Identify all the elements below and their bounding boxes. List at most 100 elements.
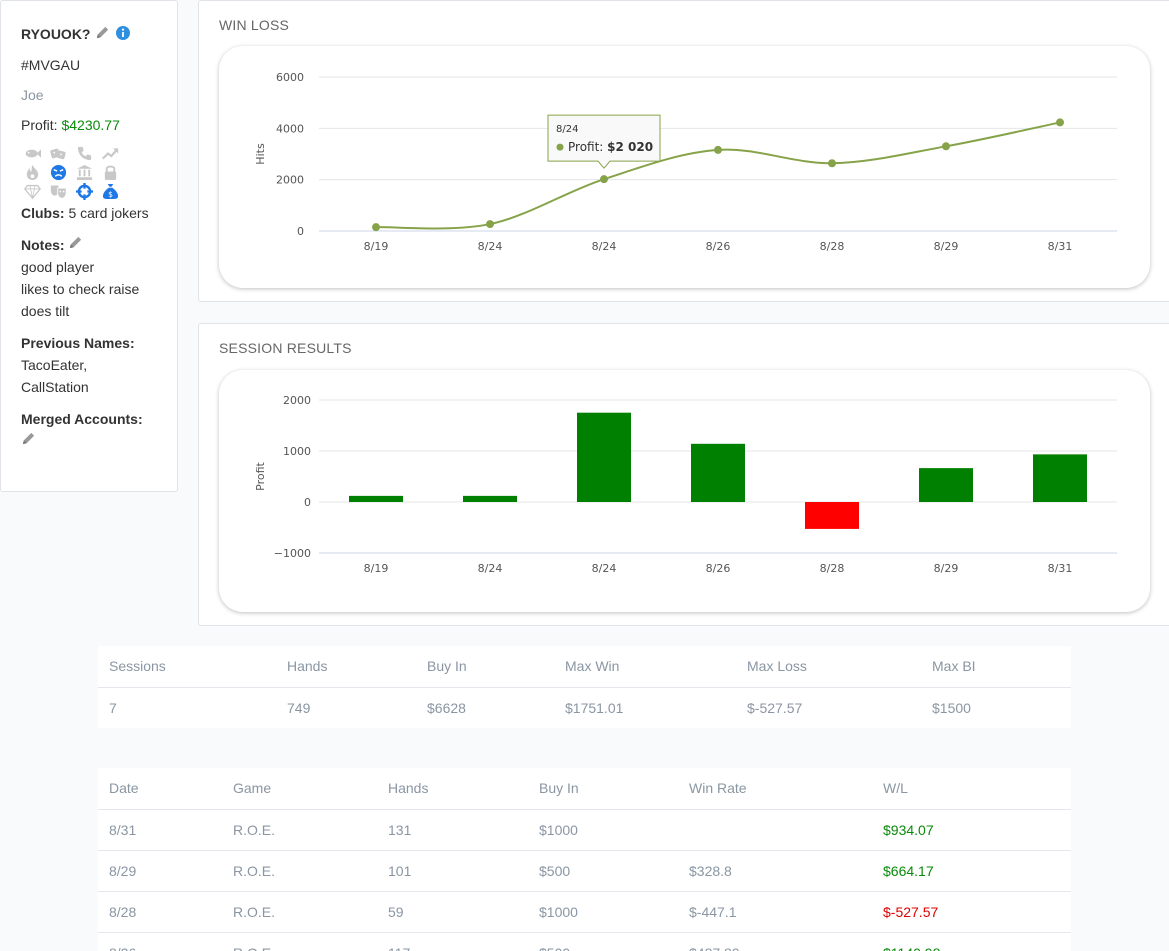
cell-wl: $1140.98 [872, 932, 1071, 951]
fish-icon[interactable] [21, 145, 43, 162]
info-icon[interactable] [115, 25, 131, 44]
player-tag: #MVGAU [21, 57, 81, 73]
phone-icon[interactable] [73, 145, 95, 162]
trend-up-icon[interactable] [99, 145, 121, 162]
summary-header-cell: Sessions [98, 646, 276, 688]
summary-table: Sessions Hands Buy In Max Win Max Loss M… [98, 646, 1071, 728]
data-point [1056, 118, 1064, 127]
tooltip-date: 8/24 [556, 124, 578, 135]
tooltip-value: $2 020 [607, 140, 653, 154]
session-results-panel: SESSION RESULTS 2000 1000 0 −1000 Profit 8/19… [198, 323, 1169, 626]
data-point [486, 220, 494, 229]
masks-icon[interactable] [47, 183, 69, 200]
notes-label: Notes: [21, 237, 65, 253]
previous-name: TacoEater, [21, 357, 88, 373]
win-loss-title: WIN LOSS [219, 17, 290, 33]
notes-section: Notes: good player likes to check raise … [21, 234, 157, 322]
cell-hands: 131 [377, 809, 528, 851]
y-tick-label: 0 [304, 496, 311, 509]
x-tick-label: 8/24 [592, 562, 617, 575]
cell-win-rate: $487.89 [678, 932, 872, 951]
note-line: good player [21, 259, 95, 275]
cell-wl: $934.07 [872, 809, 1071, 851]
previous-names-section: Previous Names: TacoEater, CallStation [21, 332, 157, 398]
summary-header-cell: Max BI [921, 646, 1071, 688]
bar [691, 443, 745, 502]
cell-win-rate: $-447.1 [678, 891, 872, 933]
summary-value-cell: $1500 [932, 699, 971, 716]
dice-icon[interactable] [47, 145, 69, 162]
clubs-label: Clubs: [21, 205, 65, 221]
bar [805, 502, 859, 529]
cell-buy-in: $1000 [528, 891, 678, 933]
sessions-header-game[interactable]: Game [222, 768, 377, 810]
player-alias: Joe [21, 87, 44, 103]
data-point [942, 142, 950, 151]
cell-buy-in: $1000 [528, 809, 678, 851]
y-tick-label: 1000 [283, 445, 311, 458]
table-row[interactable]: 8/26 R.O.E. 117 $500 $487.89 $1140.98 [98, 932, 1071, 951]
merged-accounts-edit-row [21, 430, 157, 452]
edit-name-pencil-icon[interactable] [95, 25, 110, 43]
sessions-table: Date Game Hands Buy In Win Rate W/L 8/31… [98, 768, 1071, 951]
summary-header-cell: Max Win [554, 646, 736, 688]
session-results-chart-svg: 2000 1000 0 −1000 Profit 8/19 8/24 8/24 8/26 8/28… [254, 394, 1117, 575]
edit-notes-pencil-icon[interactable] [68, 236, 83, 253]
sessions-header-buy-in[interactable]: Buy In [528, 768, 678, 810]
sessions-header-wl[interactable]: W/L [872, 768, 1071, 810]
session-results-title: SESSION RESULTS [219, 340, 352, 356]
x-tick-label: 8/26 [706, 240, 731, 253]
previous-names-label: Previous Names: [21, 335, 135, 351]
note-line: does tilt [21, 303, 70, 319]
angry-face-icon[interactable] [47, 164, 69, 181]
lock-icon[interactable] [99, 164, 121, 181]
data-point [828, 159, 836, 168]
fire-icon[interactable] [21, 164, 43, 181]
x-tick-label: 8/24 [478, 562, 503, 575]
bank-icon[interactable] [73, 164, 95, 181]
note-line: likes to check raise [21, 281, 140, 297]
cell-buy-in: $500 [528, 850, 678, 892]
win-loss-panel: WIN LOSS 6000 4000 2000 0 Hits 8/19 8/24 8/24 8/… [198, 0, 1169, 302]
win-loss-chart: 6000 4000 2000 0 Hits 8/19 8/24 8/24 8/26 8/28 8/2… [219, 46, 1150, 288]
cell-date: 8/28 [98, 891, 222, 933]
sessions-header-date[interactable]: Date [98, 768, 222, 810]
table-row[interactable]: 8/31 R.O.E. 131 $1000 $934.07 [98, 809, 1071, 851]
player-card: RYOUOK? #MVGAU Joe Profit: $4230.77 $ Cl… [0, 0, 178, 492]
y-tick-label: 2000 [283, 394, 311, 407]
previous-names-header: Previous Names: [21, 332, 157, 354]
cell-wl: $664.17 [872, 850, 1071, 892]
cell-game: R.O.E. [222, 932, 377, 951]
summary-value-cell: $1751.01 [565, 699, 624, 716]
cell-hands: 59 [377, 891, 528, 933]
cell-wl: $-527.57 [872, 891, 1071, 933]
y-axis-label: Hits [254, 143, 267, 165]
merged-accounts-section: Merged Accounts: [21, 408, 157, 452]
player-profit: Profit: $4230.77 [21, 117, 157, 133]
diamond-icon[interactable] [21, 183, 43, 200]
x-tick-label: 8/19 [364, 562, 389, 575]
money-bag-icon[interactable]: $ [99, 183, 121, 200]
bar [463, 495, 517, 502]
summary-value-cell: $-527.57 [747, 699, 803, 716]
cell-hands: 101 [377, 850, 528, 892]
summary-header-cell: Buy In [416, 646, 554, 688]
sessions-header-win-rate[interactable]: Win Rate [678, 768, 872, 810]
summary-header-cell: Max Loss [736, 646, 921, 688]
cell-date: 8/26 [98, 932, 222, 951]
sessions-header-hands[interactable]: Hands [377, 768, 528, 810]
series-line-profit [375, 121, 1061, 230]
clubs-line: Clubs: 5 card jokers [21, 202, 157, 224]
y-tick-label: 6000 [276, 71, 304, 84]
table-row[interactable]: 8/28 R.O.E. 59 $1000 $-447.1 $-527.57 [98, 891, 1071, 933]
svg-text:$: $ [108, 190, 113, 199]
crosshair-icon[interactable] [73, 183, 95, 200]
edit-merged-pencil-icon[interactable] [21, 432, 36, 449]
summary-value-cell: 7 [109, 699, 117, 716]
session-results-chart: 2000 1000 0 −1000 Profit 8/19 8/24 8/24 8/26 8/28… [219, 370, 1150, 612]
notes-header: Notes: [21, 234, 157, 256]
summary-header-row: Sessions Hands Buy In Max Win Max Loss M… [98, 646, 1071, 688]
table-row[interactable]: 8/29 R.O.E. 101 $500 $328.8 $664.17 [98, 850, 1071, 892]
summary-value-cell: $6628 [427, 699, 466, 716]
x-tick-label: 8/24 [478, 240, 503, 253]
